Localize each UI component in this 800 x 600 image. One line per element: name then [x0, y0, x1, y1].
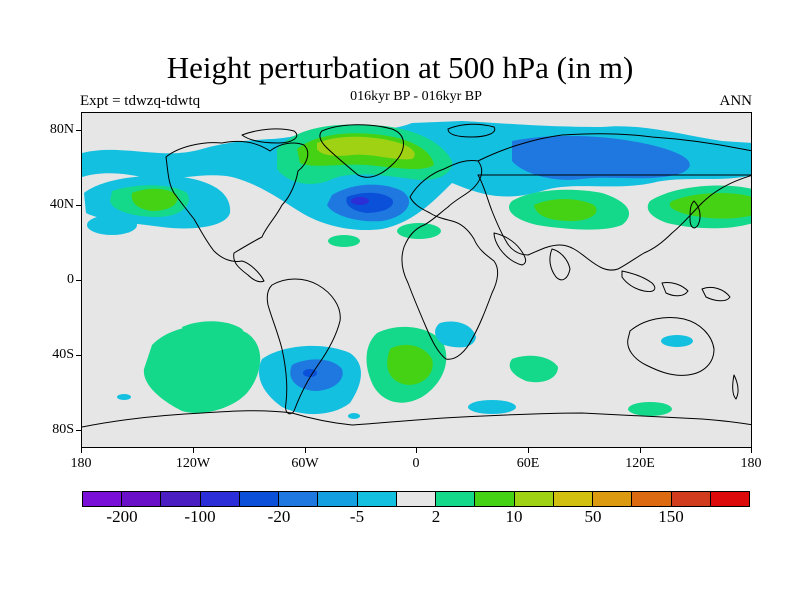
lon-tick [81, 448, 82, 453]
colorbar-swatch [710, 492, 749, 506]
colorbar-swatch [514, 492, 554, 506]
season-label: ANN [719, 93, 753, 109]
coastline-arabia [493, 232, 527, 266]
plot-title: Height perturbation at 500 hPa (in m) [166, 50, 634, 85]
lon-tick [528, 448, 529, 453]
colorbar-swatch [83, 492, 123, 506]
coastline-arctic-islands [241, 123, 496, 144]
contour-region [387, 344, 433, 385]
lon-tick [305, 448, 306, 453]
colorbar-swatch [632, 492, 672, 506]
colorbar [82, 491, 750, 507]
lon-label-180e: 180 [740, 456, 762, 471]
contour-region [661, 335, 693, 347]
contour-region [87, 215, 137, 235]
contour-region [509, 355, 558, 383]
lat-tick [76, 280, 81, 281]
lon-label-180w: 180 [70, 456, 92, 471]
lon-label-120w: 120W [175, 456, 211, 471]
coastline-greenland [319, 124, 404, 178]
colorbar-swatch [239, 492, 280, 506]
contour-region [512, 135, 690, 180]
coastline-antarctica [82, 410, 751, 428]
lat-tick [76, 355, 81, 356]
coastline-indonesia [621, 270, 731, 302]
colorbar-label: 50 [584, 507, 602, 526]
colorbar-swatch [436, 492, 476, 506]
contour-region [317, 136, 415, 160]
colorbar-swatch [553, 492, 594, 506]
coastline-india [549, 248, 571, 281]
colorbar-label: -100 [184, 507, 216, 526]
coastline-south-america [266, 278, 341, 415]
lat-label-40n: 40N [49, 197, 74, 212]
contour-region [351, 197, 369, 205]
lon-label-0: 0 [412, 456, 420, 471]
colorbar-label: 10 [505, 507, 523, 526]
contour-region [328, 235, 360, 247]
contour-region [534, 199, 597, 221]
coastlines [82, 123, 751, 428]
lon-label-120e: 120E [625, 456, 655, 471]
colorbar-label: 150 [658, 507, 684, 526]
lon-tick [193, 448, 194, 453]
contour-region [397, 223, 441, 239]
colorbar-label: 2 [431, 507, 441, 526]
coastline-australia [627, 317, 715, 376]
plot-subtitle: 016kyr BP - 016kyr BP [350, 89, 482, 104]
colorbar-swatch [318, 492, 358, 506]
contour-region [628, 402, 672, 416]
lat-label-0: 0 [67, 272, 74, 287]
lon-tick [640, 448, 641, 453]
lon-label-60e: 60E [516, 456, 540, 471]
colorbar-swatch [200, 492, 240, 506]
lat-label-80s: 80S [52, 422, 74, 437]
colorbar-swatch [122, 492, 162, 506]
contour-region [468, 400, 516, 414]
coastline-new-zealand [732, 374, 739, 400]
contour-region [182, 321, 245, 351]
contour-region [348, 413, 360, 419]
coastline-asia [477, 133, 751, 271]
lat-tick [76, 205, 81, 206]
colorbar-swatch [593, 492, 633, 506]
map-svg [82, 113, 751, 447]
experiment-label: Expt = tdwzq-tdwtq [80, 93, 201, 109]
lat-label-80n: 80N [49, 122, 74, 137]
colorbar-swatch [475, 492, 515, 506]
lat-tick [76, 430, 81, 431]
coastline-japan [689, 200, 701, 229]
coastline-europe-africa [401, 160, 499, 360]
lat-label-40s: 40S [52, 347, 74, 362]
colorbar-swatch [279, 492, 319, 506]
coastline-north-america [165, 140, 309, 283]
contour-region [131, 188, 178, 211]
lon-tick [416, 448, 417, 453]
contour-region [435, 321, 476, 348]
colorbar-swatch [671, 492, 711, 506]
contour-region [290, 359, 343, 391]
lat-tick [76, 130, 81, 131]
lon-tick [751, 448, 752, 453]
colorbar-label: -200 [106, 507, 138, 526]
colorbar-swatch [161, 492, 201, 506]
colorbar-swatch [357, 492, 397, 506]
map-panel [81, 112, 752, 448]
lon-label-60w: 60W [291, 456, 319, 471]
contour-region [117, 394, 131, 400]
colorbar-label: -5 [349, 507, 365, 526]
colorbar-swatch [396, 492, 437, 506]
colorbar-label: -20 [267, 507, 291, 526]
